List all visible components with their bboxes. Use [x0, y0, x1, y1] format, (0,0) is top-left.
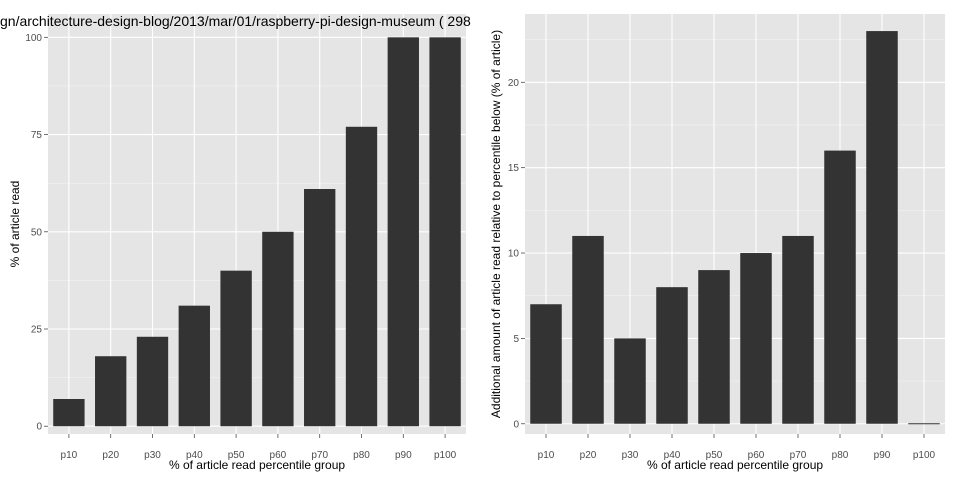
y-tick-label: 0	[36, 422, 42, 433]
x-tick-label: p70	[311, 450, 328, 461]
x-tick-label: p20	[580, 450, 597, 461]
chart-title: gn/architecture-design-blog/2013/mar/01/…	[0, 13, 471, 29]
chart-panel-2: 0 5 10 15 20 p10 p20 p30 p40 p50 p60 p70 p80 p90 p100%…	[489, 14, 945, 472]
x-axis-title: % of article read percentile group	[169, 458, 345, 472]
x-tick-label: p40	[186, 450, 203, 461]
bar-p10	[53, 399, 85, 427]
x-tick-label: p30	[622, 450, 639, 461]
x-tick-label: p100	[434, 450, 457, 461]
x-tick-label: p90	[874, 450, 891, 461]
bar-p50	[698, 270, 730, 424]
y-tick-label: 0	[513, 419, 519, 430]
x-tick-label: p80	[832, 450, 849, 461]
x-tick-label: p20	[102, 450, 119, 461]
bar-p100	[429, 37, 461, 427]
x-tick-label: p50	[706, 450, 723, 461]
x-tick-label: p60	[270, 450, 287, 461]
y-tick-label: 50	[31, 227, 43, 238]
x-tick-label: p40	[664, 450, 681, 461]
y-tick-label: 25	[31, 325, 43, 336]
y-tick-label: 20	[508, 78, 520, 89]
x-tick-label: p90	[395, 450, 412, 461]
y-axis-title: Additional amount of article read relati…	[489, 30, 503, 418]
bar-p20	[95, 356, 127, 427]
x-tick-label: p60	[748, 450, 765, 461]
bar-p20	[572, 235, 604, 424]
bar-p30	[614, 338, 646, 424]
y-tick-label: 15	[508, 163, 520, 174]
bar-p30	[136, 336, 169, 427]
x-tick-label: p30	[144, 450, 161, 461]
x-tick-label: p100	[913, 450, 936, 461]
bar-p10	[530, 304, 562, 424]
x-axis-title: % of article read percentile group	[647, 458, 823, 472]
bar-p100	[908, 423, 940, 425]
y-tick-label: 75	[31, 130, 43, 141]
bar-p50	[220, 270, 252, 427]
bar-p40	[178, 305, 210, 427]
x-tick-label: p50	[228, 450, 245, 461]
bar-p70	[782, 235, 814, 424]
x-tick-label: p70	[790, 450, 807, 461]
bar-p60	[740, 253, 772, 424]
chart-panel-1: 0 25 50 75 100 p10 p20 p30 p40 p50 p60 p70 p80 p90 p10…	[0, 13, 471, 472]
bar-p40	[656, 287, 688, 424]
x-tick-label: p10	[61, 450, 78, 461]
y-axis-title: % of article read	[8, 181, 22, 268]
bar-p90	[866, 31, 898, 424]
y-tick-label: 10	[508, 249, 520, 260]
y-tick-label: 100	[25, 33, 42, 44]
bar-p80	[824, 150, 856, 424]
bar-p80	[345, 126, 378, 427]
x-tick-label: p10	[538, 450, 555, 461]
y-tick-label: 5	[513, 334, 519, 345]
bar-p90	[387, 37, 419, 427]
x-tick-label: p80	[353, 450, 370, 461]
bar-p70	[304, 189, 336, 427]
bar-p60	[262, 231, 294, 427]
